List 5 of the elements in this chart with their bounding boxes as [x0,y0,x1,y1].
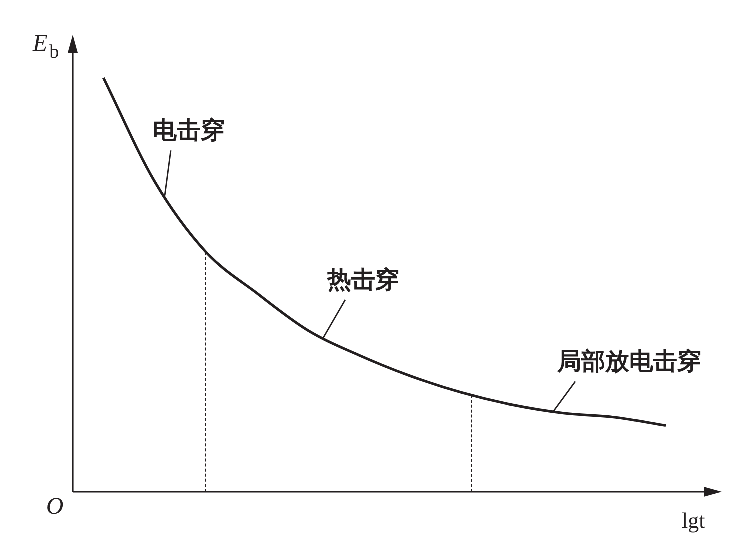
annotation: 局部放电击穿 [556,348,702,376]
annotation: 热击穿 [326,266,400,294]
text: O [46,494,64,520]
annotation: 电击穿 [153,116,226,145]
x-axis-title: lgt [682,508,706,533]
